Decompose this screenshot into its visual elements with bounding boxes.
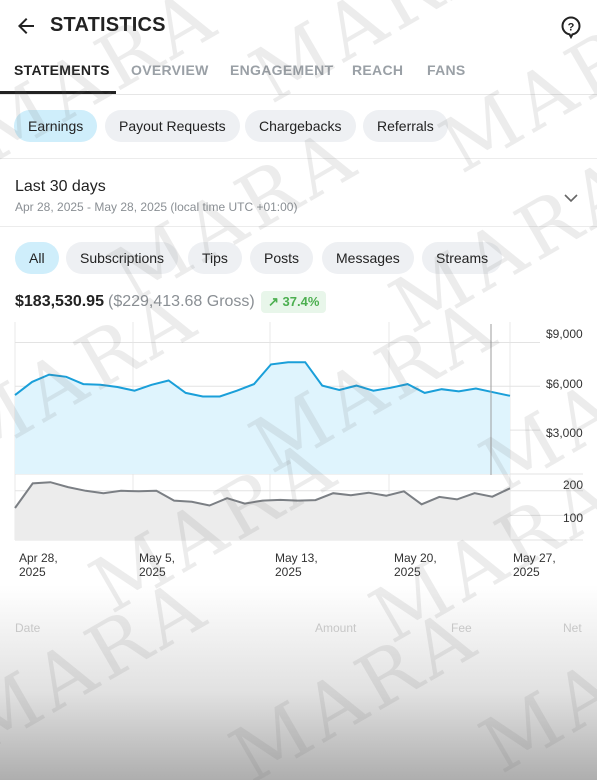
column-header-date: Date xyxy=(15,621,41,635)
x-tick-year: 2025 xyxy=(513,565,540,579)
x-tick: May 5, 2025 xyxy=(139,551,175,579)
stats-tabs: STATEMENTS OVERVIEW ENGAGEMENT REACH FAN… xyxy=(0,52,597,95)
tab-statements[interactable]: STATEMENTS xyxy=(14,62,110,78)
trend-up-icon: ↗ xyxy=(268,294,279,309)
earnings-area xyxy=(15,362,510,474)
filter-subscriptions[interactable]: Subscriptions xyxy=(66,242,179,274)
x-tick-date: May 5, xyxy=(139,551,176,565)
counts-y-tick: 200 xyxy=(563,478,584,492)
earnings-y-tick: $6,000 xyxy=(546,377,583,391)
net-total: $183,530.95 xyxy=(15,293,104,310)
filter-all[interactable]: All xyxy=(15,242,59,274)
help-icon[interactable]: ? xyxy=(559,15,583,39)
bottom-fade-overlay xyxy=(0,585,597,780)
change-value: 37.4% xyxy=(282,294,320,309)
chip-chargebacks[interactable]: Chargebacks xyxy=(245,110,356,142)
counts-y-tick: 100 xyxy=(563,511,584,525)
x-tick-date: May 20, xyxy=(394,551,437,565)
column-header-amount: Amount xyxy=(315,621,357,635)
x-tick-year: 2025 xyxy=(19,565,46,579)
x-tick: May 27, 2025 xyxy=(513,551,556,579)
x-tick-year: 2025 xyxy=(394,565,421,579)
chip-earnings[interactable]: Earnings xyxy=(14,110,98,142)
x-tick-date: May 13, xyxy=(275,551,318,565)
filter-tips[interactable]: Tips xyxy=(188,242,242,274)
counts-line xyxy=(14,481,511,509)
column-header-fee: Fee xyxy=(451,621,472,635)
x-tick-date: May 27, xyxy=(513,551,556,565)
earnings-y-tick: $9,000 xyxy=(546,327,583,341)
page-title: STATISTICS xyxy=(50,14,166,36)
filter-streams[interactable]: Streams xyxy=(422,242,503,274)
x-tick-year: 2025 xyxy=(275,565,302,579)
chevron-down-icon[interactable] xyxy=(561,188,581,208)
active-tab-indicator xyxy=(0,91,116,94)
x-tick: Apr 28, 2025 xyxy=(19,551,58,579)
app-header: STATISTICS ? xyxy=(0,0,597,52)
period-range: Apr 28, 2025 - May 28, 2025 (local time … xyxy=(15,200,298,214)
change-badge: ↗ 37.4% xyxy=(261,291,327,313)
earnings-line xyxy=(14,361,511,398)
chip-payout-requests[interactable]: Payout Requests xyxy=(105,110,240,142)
earnings-y-tick: $3,000 xyxy=(546,426,583,440)
filter-messages[interactable]: Messages xyxy=(322,242,414,274)
period-label: Last 30 days xyxy=(15,178,106,195)
x-tick-date: Apr 28, xyxy=(19,551,58,565)
tab-fans[interactable]: FANS xyxy=(427,62,466,78)
svg-text:?: ? xyxy=(568,21,575,33)
back-arrow-icon[interactable] xyxy=(14,14,38,38)
tab-engagement[interactable]: ENGAGEMENT xyxy=(230,62,334,78)
earnings-chart[interactable] xyxy=(0,320,597,580)
gross-total: ($229,413.68 Gross) xyxy=(108,293,255,310)
chip-referrals[interactable]: Referrals xyxy=(363,110,448,142)
x-tick: May 13, 2025 xyxy=(275,551,318,579)
divider xyxy=(0,158,597,159)
column-header-net: Net xyxy=(563,621,582,635)
filter-posts[interactable]: Posts xyxy=(250,242,314,274)
x-tick-year: 2025 xyxy=(139,565,166,579)
tab-overview[interactable]: OVERVIEW xyxy=(131,62,209,78)
divider xyxy=(0,226,597,227)
x-tick: May 20, 2025 xyxy=(394,551,437,579)
tab-reach[interactable]: REACH xyxy=(352,62,404,78)
